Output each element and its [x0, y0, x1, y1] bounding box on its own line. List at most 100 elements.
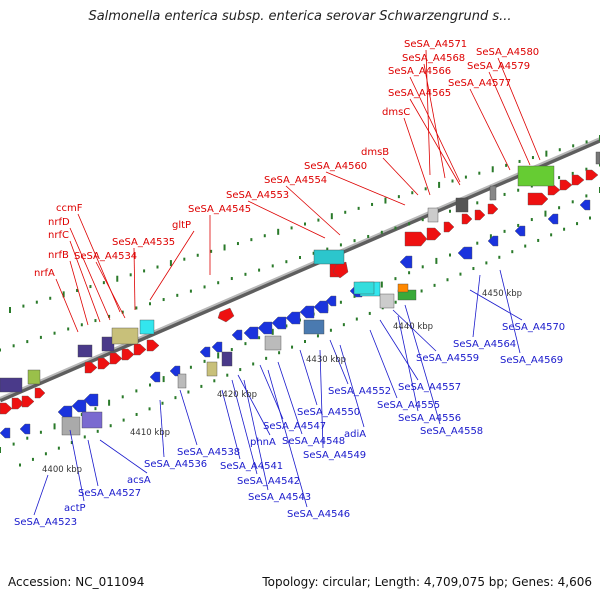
- tick-mark-upper-inner: [176, 293, 179, 297]
- backbone-highlight: [0, 137, 600, 399]
- tick-mark-upper-inner: [353, 239, 356, 243]
- tick-mark-upper: [89, 285, 92, 289]
- tick-mark-upper-inner: [312, 251, 315, 255]
- tick-mark-upper: [438, 181, 441, 188]
- forward-gene-arrow: [571, 174, 585, 186]
- tick-mark-lower: [135, 389, 138, 393]
- reverse-label-line: [159, 399, 165, 458]
- tick-mark-upper-inner: [558, 176, 561, 180]
- tick-mark-upper-inner: [571, 171, 574, 175]
- reverse-gene-label: SeSA_A4527: [78, 488, 141, 499]
- tick-mark-upper-inner: [67, 327, 70, 331]
- tick-mark-upper: [531, 156, 534, 160]
- tick-mark-lower-outer: [265, 356, 268, 360]
- tick-mark-upper: [478, 171, 481, 175]
- tick-mark-lower: [271, 328, 274, 335]
- reverse-gene-arrow: [149, 371, 161, 383]
- tick-mark-lower-outer: [19, 463, 21, 467]
- reverse-gene-arrow: [285, 311, 301, 325]
- tick-mark-lower: [230, 348, 233, 352]
- tick-mark-upper-inner: [408, 222, 411, 226]
- reverse-gene-arrow: [271, 316, 287, 330]
- gene-box-cyan: [313, 249, 345, 265]
- tick-mark-upper: [156, 265, 159, 269]
- tick-mark-lower-outer: [446, 278, 449, 282]
- gene-box-cyan: [139, 319, 155, 335]
- reverse-label-line: [369, 329, 398, 399]
- reverse-label-line: [472, 274, 481, 338]
- tick-mark-upper-inner: [299, 256, 301, 259]
- tick-mark-lower-outer: [550, 233, 553, 237]
- reverse-label-line: [392, 309, 437, 352]
- forward-gene-label: SeSA_A4553: [226, 190, 289, 201]
- tick-mark-lower-outer: [459, 272, 462, 276]
- gene-box-steel: [303, 319, 325, 335]
- tick-mark-lower: [203, 359, 206, 363]
- gene-box-gray: [61, 416, 81, 436]
- forward-gene-arrow: [474, 209, 486, 221]
- tick-mark-upper: [491, 166, 494, 173]
- tick-mark-upper: [505, 163, 508, 167]
- tick-mark-lower-outer: [174, 396, 177, 400]
- reverse-gene-label: SeSA_A4550: [297, 407, 360, 418]
- tick-mark-lower-outer: [148, 407, 151, 411]
- tick-mark-upper: [62, 291, 65, 298]
- tick-mark-upper-inner: [203, 285, 206, 289]
- tick-mark-lower: [544, 210, 547, 217]
- forward-gene-arrow: [121, 348, 135, 361]
- tick-mark-lower-outer: [511, 250, 514, 254]
- tick-mark-lower: [121, 395, 124, 399]
- tick-mark-lower-outer: [135, 412, 138, 416]
- forward-gene-label: SeSA_A4560: [304, 161, 367, 172]
- reverse-label-line: [33, 474, 49, 516]
- tick-mark-upper-inner: [339, 243, 342, 247]
- tick-mark-lower-outer: [278, 351, 281, 355]
- tick-mark-upper-inner: [0, 348, 1, 352]
- gene-box-gray: [427, 207, 439, 223]
- forward-gene-arrow: [97, 357, 111, 370]
- gene-box-gray: [595, 151, 600, 165]
- reverse-gene-arrow: [487, 235, 499, 247]
- tick-mark-lower: [449, 253, 451, 257]
- reverse-label-line: [179, 389, 198, 446]
- reverse-label-line: [87, 439, 99, 487]
- tick-mark-upper: [424, 187, 427, 191]
- tick-mark-lower: [94, 407, 97, 411]
- forward-gene-label: SeSA_A4577: [448, 78, 511, 89]
- forward-gene-arrow: [21, 395, 35, 408]
- tick-mark-lower: [26, 436, 29, 440]
- forward-gene-arrow: [84, 361, 98, 374]
- tick-mark-upper-inner: [217, 281, 220, 285]
- tick-mark-upper: [183, 257, 186, 261]
- forward-label-line: [425, 49, 431, 176]
- tick-mark-lower-outer: [239, 368, 242, 372]
- tick-mark-upper-inner: [39, 335, 42, 339]
- forward-label-line: [133, 247, 136, 311]
- tick-mark-upper: [277, 228, 280, 235]
- reverse-gene-label: SeSA_A4569: [500, 355, 563, 366]
- forward-label-line: [423, 63, 446, 179]
- reverse-gene-label: SeSA_A4542: [237, 476, 300, 487]
- tick-mark-lower: [503, 229, 506, 233]
- tick-mark-lower: [435, 257, 438, 264]
- reverse-gene-label: SeSA_A4556: [398, 413, 461, 424]
- tick-mark-lower-outer: [420, 289, 423, 293]
- gene-box-purple: [77, 344, 93, 358]
- reverse-label-line: [231, 379, 258, 475]
- tick-mark-upper: [330, 213, 333, 220]
- tick-mark-upper: [116, 275, 119, 282]
- forward-gene-pentagon: [217, 307, 235, 323]
- tick-mark-lower-outer: [304, 340, 306, 343]
- tick-mark-lower-outer: [368, 311, 371, 315]
- reverse-label-line: [99, 439, 148, 474]
- tick-mark-lower: [489, 234, 492, 241]
- tick-mark-lower-outer: [355, 317, 358, 321]
- forward-gene-arrow: [146, 339, 160, 352]
- reverse-gene-label: phnA: [250, 437, 276, 448]
- reverse-gene-label: SeSA_A4552: [328, 386, 391, 397]
- tick-mark-lower-outer: [70, 441, 73, 445]
- gene-box-gray: [379, 293, 395, 309]
- forward-gene-label: dmsC: [382, 107, 410, 118]
- tick-mark-lower: [53, 423, 56, 430]
- forward-label-line: [325, 171, 406, 206]
